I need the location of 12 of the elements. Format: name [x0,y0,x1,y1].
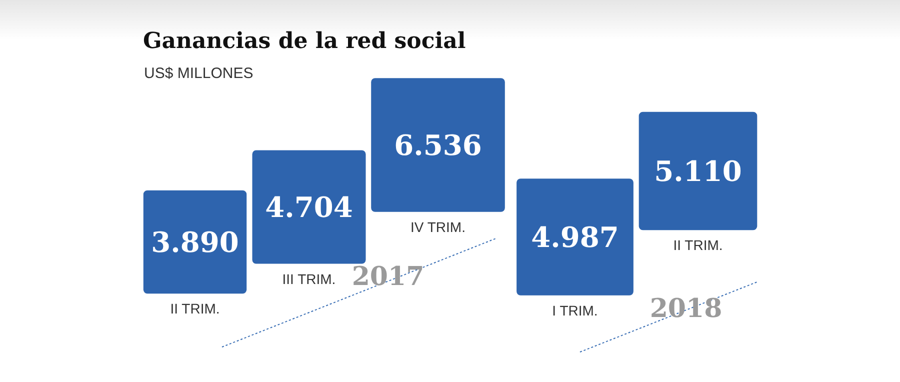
category-label: III TRIM. [282,270,336,287]
category-label: IV TRIM. [410,218,466,235]
data-label: 4.704 [265,191,353,224]
category-label: I TRIM. [552,302,598,318]
data-label: 3.890 [151,226,239,259]
data-label: 5.110 [654,155,742,188]
category-label: II TRIM. [170,300,220,317]
data-label: 4.987 [531,221,619,254]
text: Ganancias de la red social [143,28,466,54]
text: US$ MILLONES [144,65,254,82]
data-label: 6.536 [394,129,482,162]
category-label: II TRIM. [673,237,723,254]
